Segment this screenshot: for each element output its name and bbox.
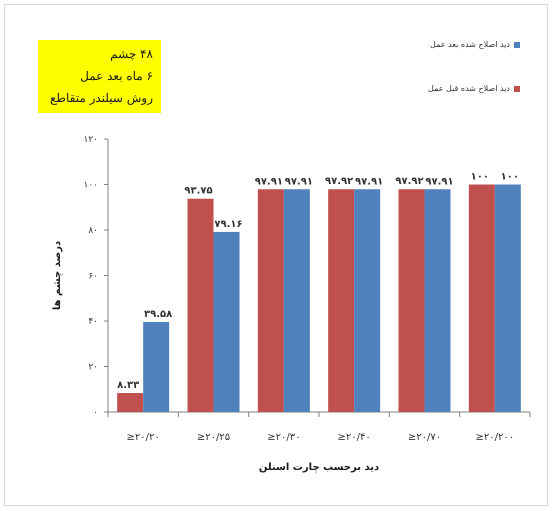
legend: دید اصلاح شده بعد عمل دید اصلاح شده قبل … [305,40,520,100]
bar-after [283,189,310,412]
data-label-after: ۹۷.۹۱ [425,176,453,187]
bar-after [354,189,381,412]
data-label-after: ۹۷.۹۱ [285,176,313,187]
bar-before [117,393,144,412]
data-label-after: ۹۷.۹۱ [355,176,383,187]
y-tick-label: ۸۰ [88,226,98,236]
data-label-before: ۹۷.۹۱ [255,176,283,187]
x-tick-label: ≥۲۰/۷۰ [408,432,441,443]
annotation-box: ۴۸ چشم ۶ ماه بعد عمل روش سیلندر متقاطع [38,40,161,113]
bar-before [468,184,495,412]
bar-after [424,189,451,412]
y-tick-label: ۱۲۰ [83,135,98,145]
bar-after [494,184,521,412]
data-label-before: ۹۷.۹۲ [395,176,423,187]
data-label-before: ۹۷.۹۲ [325,176,353,187]
legend-swatch-before [514,85,520,92]
data-label-after: ۱۰۰ [501,172,519,183]
bar-after [143,321,170,412]
data-label-after: ۷۹.۱۶ [214,219,242,230]
legend-label-before: دید اصلاح شده قبل عمل [428,84,510,93]
y-tick-label: ۲۰ [88,363,98,373]
bar-before [398,189,425,412]
data-label-before: ۸.۳۳ [117,380,139,391]
y-tick-label: ۱۰۰ [83,181,98,191]
legend-label-after: دید اصلاح شده بعد عمل [430,40,510,49]
y-axis-label: درصد چشم ها [52,241,63,310]
legend-swatch-after [514,41,520,48]
y-tick-label: ۴۰ [88,317,98,327]
annotation-line-method: روش سیلندر متقاطع [50,91,153,105]
x-tick-label: ≥۲۰/۲۰۰ [476,432,515,443]
bar-before [328,189,355,412]
y-tick-label: ۰ [93,408,98,418]
data-label-before: ۱۰۰ [471,172,489,183]
annotation-line-time: ۶ ماه بعد عمل [80,69,153,83]
legend-item-after: دید اصلاح شده بعد عمل [305,40,520,49]
data-label-before: ۹۳.۷۵ [184,186,212,197]
x-tick-label: ≥۲۰/۳۰ [267,432,300,443]
data-label-after: ۳۹.۵۸ [144,309,172,320]
bar-before [257,189,284,412]
bar-before [187,198,214,412]
bar-after [213,231,240,412]
x-tick-label: ≥۲۰/۲۰ [127,432,160,443]
x-tick-label: ≥۲۰/۴۰ [338,432,371,443]
x-tick-label: ≥۲۰/۲۵ [197,432,230,443]
x-axis-label: دید برحسب چارت اسنلن [259,462,379,473]
y-tick-label: ۶۰ [88,272,98,282]
annotation-line-eyes: ۴۸ چشم [110,47,153,61]
legend-item-before: دید اصلاح شده قبل عمل [305,84,520,93]
